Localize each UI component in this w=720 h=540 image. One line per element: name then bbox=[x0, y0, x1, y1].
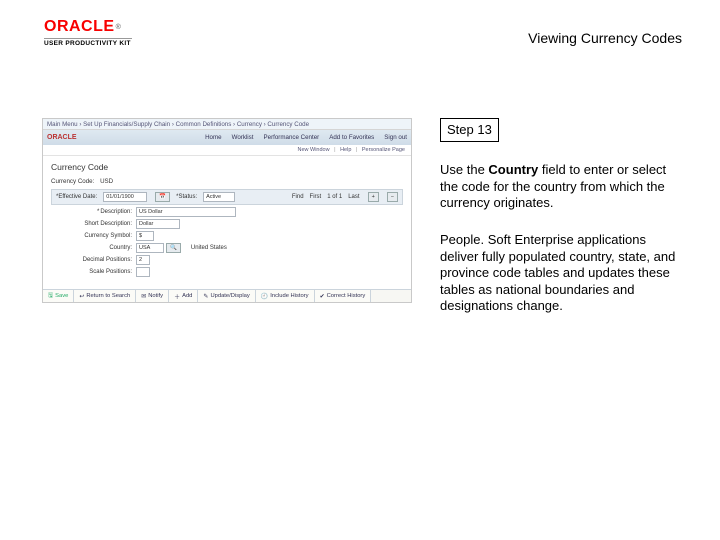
history-button[interactable]: 🕘Include History bbox=[256, 290, 315, 302]
breadcrumb-bar: Main Menu › Set Up Financials/Supply Cha… bbox=[43, 119, 411, 130]
find-link[interactable]: Find bbox=[292, 194, 304, 200]
add-label: Add bbox=[182, 293, 192, 299]
logo-subtitle: USER PRODUCTIVITY KIT bbox=[44, 40, 132, 47]
update-button[interactable]: ✎Update/Display bbox=[198, 290, 255, 302]
instruction-paragraph-2: People. Soft Enterprise applications del… bbox=[440, 232, 682, 315]
breadcrumb[interactable]: Main Menu › Set Up Financials/Supply Cha… bbox=[47, 121, 309, 128]
last-link[interactable]: Last bbox=[348, 194, 359, 200]
update-label: Update/Display bbox=[210, 293, 249, 299]
action-bar: 🖫Save ↩Return to Search ✉Notify ＋Add ✎Up… bbox=[43, 289, 411, 302]
notify-icon: ✉ bbox=[141, 293, 146, 300]
country-label: Country: bbox=[51, 245, 136, 251]
status-label: *Status: bbox=[176, 194, 197, 200]
short-field[interactable]: Dollar bbox=[136, 219, 180, 229]
save-button[interactable]: 🖫Save bbox=[43, 290, 74, 302]
body-title: Currency Code bbox=[51, 162, 403, 172]
eff-date-label: *Effective Date: bbox=[56, 194, 97, 200]
return-button[interactable]: ↩Return to Search bbox=[74, 290, 136, 302]
return-icon: ↩ bbox=[79, 293, 84, 300]
del-row-icon[interactable]: − bbox=[387, 192, 398, 202]
lookup-icon[interactable]: 🔍 bbox=[166, 243, 181, 253]
add-button[interactable]: ＋Add bbox=[169, 290, 198, 302]
descr-field[interactable]: US Dollar bbox=[136, 207, 236, 217]
notify-button[interactable]: ✉Notify bbox=[136, 290, 169, 302]
correct-icon: ✔ bbox=[320, 293, 325, 300]
sym-label: Currency Symbol: bbox=[51, 233, 136, 239]
save-label: Save bbox=[55, 293, 68, 299]
scale-field[interactable] bbox=[136, 267, 150, 277]
currency-code-row: Currency Code: USD bbox=[51, 178, 403, 185]
first-link[interactable]: First bbox=[310, 194, 322, 200]
nav-worklist[interactable]: Worklist bbox=[232, 134, 254, 141]
app-topbar: ORACLE Home Worklist Performance Center … bbox=[43, 130, 411, 145]
instruction-pane: Step 13 Use the Country field to enter o… bbox=[440, 118, 682, 335]
link-help[interactable]: Help bbox=[340, 147, 351, 153]
oracle-logo: ORACLE ® bbox=[44, 18, 132, 36]
country-descr: United States bbox=[191, 245, 227, 251]
link-personalize[interactable]: Personalize Page bbox=[362, 147, 405, 153]
sym-field[interactable]: $ bbox=[136, 231, 154, 241]
status-field[interactable]: Active bbox=[203, 192, 235, 202]
app-brand: ORACLE bbox=[47, 134, 77, 141]
app-screenshot: Main Menu › Set Up Financials/Supply Cha… bbox=[42, 118, 412, 335]
currency-code-value: USD bbox=[100, 178, 113, 185]
add-icon: ＋ bbox=[174, 292, 180, 301]
scroll-header: *Effective Date: 01/01/1900 📅 *Status: A… bbox=[51, 189, 403, 205]
logo-divider bbox=[44, 38, 132, 39]
add-row-icon[interactable]: + bbox=[368, 192, 379, 202]
save-icon: 🖫 bbox=[48, 291, 53, 301]
app-nav: Home Worklist Performance Center Add to … bbox=[205, 134, 407, 141]
nav-perf[interactable]: Performance Center bbox=[264, 134, 320, 141]
update-icon: ✎ bbox=[203, 293, 208, 300]
step-number: Step 13 bbox=[440, 118, 499, 142]
app-body: Currency Code Currency Code: USD *Effect… bbox=[43, 156, 411, 289]
oracle-wordmark: ORACLE bbox=[44, 18, 115, 36]
return-label: Return to Search bbox=[86, 293, 130, 299]
history-icon: 🕘 bbox=[261, 293, 268, 300]
dec-label: Decimal Positions: bbox=[51, 257, 136, 263]
instr1-pre: Use the bbox=[440, 162, 488, 177]
instruction-paragraph-1: Use the Country field to enter or select… bbox=[440, 162, 682, 212]
correct-button[interactable]: ✔Correct History bbox=[315, 290, 372, 302]
registered-mark: ® bbox=[116, 24, 121, 31]
nav-home[interactable]: Home bbox=[205, 134, 222, 141]
country-field[interactable]: USA bbox=[136, 243, 164, 253]
logo-block: ORACLE ® USER PRODUCTIVITY KIT bbox=[44, 18, 132, 47]
correct-label: Correct History bbox=[327, 293, 366, 299]
row-count: 1 of 1 bbox=[327, 194, 342, 200]
short-label: Short Description: bbox=[51, 221, 136, 227]
instr1-bold: Country bbox=[488, 162, 538, 177]
nav-addfav[interactable]: Add to Favorites bbox=[329, 134, 374, 141]
currency-code-label: Currency Code: bbox=[51, 178, 94, 185]
descr-label: Description: bbox=[51, 209, 136, 215]
calendar-icon[interactable]: 📅 bbox=[155, 192, 170, 202]
dec-field[interactable]: 2 bbox=[136, 255, 150, 265]
app-subbar: New Window | Help | Personalize Page bbox=[43, 145, 411, 156]
link-new-window[interactable]: New Window bbox=[297, 147, 329, 153]
history-label: Include History bbox=[270, 293, 308, 299]
notify-label: Notify bbox=[148, 293, 163, 299]
page-title: Viewing Currency Codes bbox=[528, 30, 682, 46]
app-window: Main Menu › Set Up Financials/Supply Cha… bbox=[42, 118, 412, 303]
nav-signout[interactable]: Sign out bbox=[384, 134, 407, 141]
scale-label: Scale Positions: bbox=[51, 269, 136, 275]
eff-date-field[interactable]: 01/01/1900 bbox=[103, 192, 147, 202]
